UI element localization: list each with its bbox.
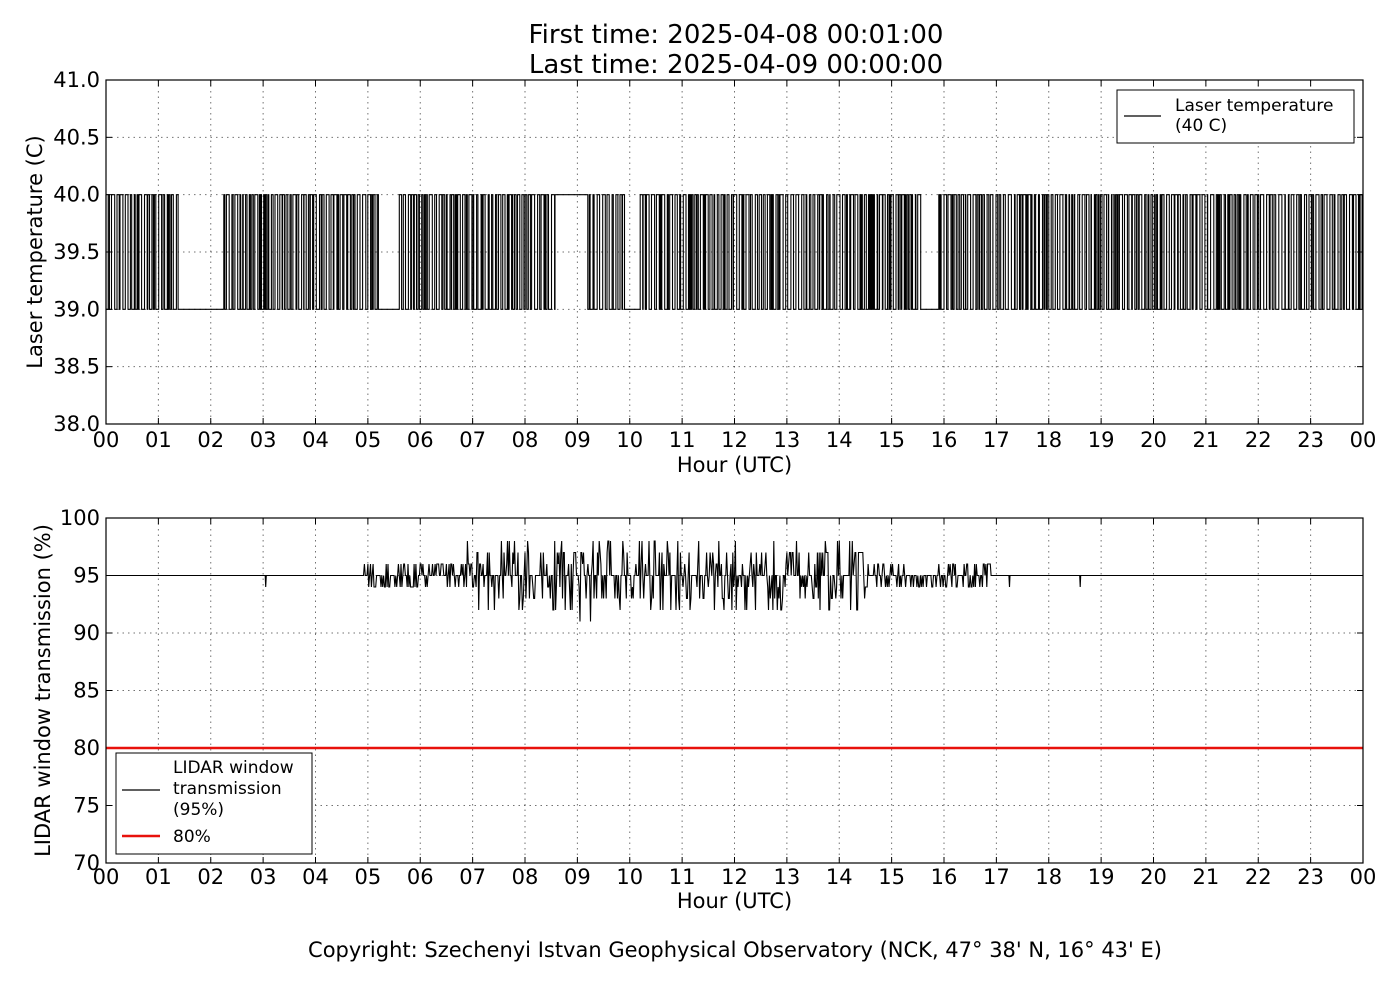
x-tick-label: 08 [512, 428, 539, 452]
legend-label-lidar: transmission [173, 779, 282, 799]
y-tick-label: 39.5 [53, 240, 100, 264]
x-tick-label: 14 [826, 865, 853, 889]
x-tick-label: 15 [878, 428, 905, 452]
legend: Laser temperature(40 C) [1116, 89, 1355, 144]
x-tick-label: 09 [564, 428, 591, 452]
x-tick-label: 23 [1297, 865, 1324, 889]
x-tick-label: 10 [616, 428, 643, 452]
x-tick-label: 12 [721, 428, 748, 452]
x-tick-label: 19 [1088, 865, 1115, 889]
y-tick-label: 38.5 [53, 355, 100, 379]
x-tick-label: 06 [407, 865, 434, 889]
x-tick-label: 16 [931, 865, 958, 889]
x-tick-label: 13 [774, 428, 801, 452]
x-tick-label: 20 [1140, 865, 1167, 889]
laser-temperature-series [105, 194, 1363, 310]
y-tick-label: 39.0 [53, 297, 100, 321]
y-axis-label: LIDAR window transmission (%) [31, 524, 55, 857]
legend-box [1116, 89, 1355, 144]
y-tick-label: 40.5 [53, 125, 100, 149]
x-tick-label: 20 [1140, 428, 1167, 452]
x-tick-label: 00 [1350, 865, 1377, 889]
x-tick-label: 03 [250, 428, 277, 452]
x-tick-label: 17 [983, 865, 1010, 889]
y-tick-label: 90 [73, 621, 100, 645]
x-tick-label: 21 [1193, 428, 1220, 452]
legend-label-laser: (40 C) [1175, 116, 1227, 136]
x-tick-label: 01 [145, 865, 172, 889]
x-tick-label: 16 [931, 428, 958, 452]
y-tick-label: 75 [73, 794, 100, 818]
y-tick-label: 41.0 [53, 68, 100, 92]
x-tick-label: 21 [1193, 865, 1220, 889]
x-tick-label: 00 [93, 865, 120, 889]
x-tick-label: 18 [1035, 428, 1062, 452]
legend-label-laser: Laser temperature [1175, 96, 1333, 116]
laser-temperature-chart: 00 01 02 03 04 05 06 07 08 09 10 11 12 13 14 15 16 17 18 19… [23, 68, 1376, 477]
lidar-transmission-chart: 00 01 02 03 04 05 06 07 08 09 10 11 12 13 14 15 16 17 18 19… [31, 506, 1376, 913]
last-time-title: Last time: 2025-04-09 00:00:00 [529, 50, 943, 80]
x-tick-label: 23 [1297, 428, 1324, 452]
x-tick-label: 10 [616, 865, 643, 889]
y-tick-label: 95 [73, 564, 100, 588]
legend-label-lidar: (95%) [173, 800, 224, 820]
x-tick-label: 17 [983, 428, 1010, 452]
x-tick-label: 18 [1035, 865, 1062, 889]
x-tick-label: 00 [1350, 428, 1377, 452]
y-tick-label: 38.0 [53, 412, 100, 436]
x-axis-label: Hour (UTC) [677, 453, 792, 477]
y-tick-label: 40.0 [53, 183, 100, 207]
x-tick-label: 06 [407, 428, 434, 452]
y-tick-label: 70 [73, 851, 100, 875]
x-tick-label: 02 [197, 865, 224, 889]
y-tick-label: 80 [73, 736, 100, 760]
x-tick-label: 15 [878, 865, 905, 889]
x-axis-label: Hour (UTC) [677, 889, 792, 913]
plot-frame [105, 517, 1364, 864]
x-tick-label: 19 [1088, 428, 1115, 452]
x-tick-label: 05 [355, 865, 382, 889]
x-tick-label: 14 [826, 428, 853, 452]
x-tick-label: 08 [512, 865, 539, 889]
x-tick-label: 11 [669, 428, 696, 452]
x-tick-label: 02 [197, 428, 224, 452]
plot-frame [105, 79, 1364, 425]
copyright-text: Copyright: Szechenyi Istvan Geophysical … [308, 938, 1162, 962]
x-tick-label: 04 [302, 865, 329, 889]
x-tick-label: 04 [302, 428, 329, 452]
x-tick-label: 12 [721, 865, 748, 889]
y-axis-label: Laser temperature (C) [23, 135, 47, 368]
y-tick-label: 85 [73, 679, 100, 703]
x-tick-label: 11 [669, 865, 696, 889]
legend-label-80: 80% [173, 827, 211, 847]
x-tick-label: 22 [1245, 865, 1272, 889]
x-tick-label: 07 [459, 428, 486, 452]
x-tick-label: 22 [1245, 428, 1272, 452]
x-tick-label: 05 [355, 428, 382, 452]
x-tick-label: 09 [564, 865, 591, 889]
x-tick-label: 13 [774, 865, 801, 889]
y-tick-label: 100 [60, 506, 100, 530]
first-time-title: First time: 2025-04-08 00:01:00 [529, 20, 944, 50]
x-tick-label: 07 [459, 865, 486, 889]
lidar-transmission-series [106, 540, 1363, 622]
x-tick-label: 01 [145, 428, 172, 452]
legend-label-lidar: LIDAR window [173, 758, 294, 778]
x-tick-label: 03 [250, 865, 277, 889]
x-tick-label: 00 [93, 428, 120, 452]
